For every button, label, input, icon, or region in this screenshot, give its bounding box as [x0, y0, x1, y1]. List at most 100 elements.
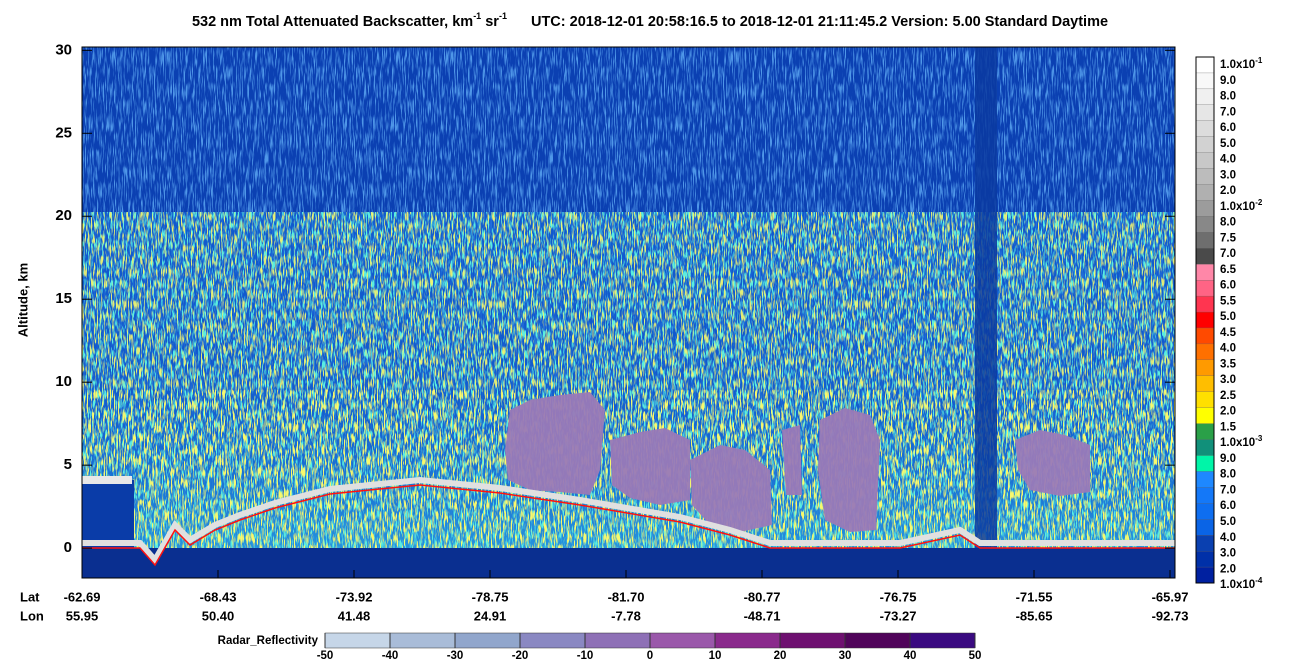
chart-subtitle: UTC: 2018-12-01 20:58:16.5 to 2018-12-01… — [531, 14, 1108, 30]
radar-colorbar-segment — [779, 632, 846, 649]
radar-colorbar-tick-label: -50 — [317, 650, 334, 662]
x-tick-label: -48.71 — [744, 608, 781, 623]
colorbar-segment — [1195, 104, 1215, 122]
x-tick-label: -76.75 — [880, 589, 917, 604]
x-row-name: Lon — [20, 608, 44, 623]
colorbar-label: 3.5 — [1220, 358, 1237, 370]
colorbar-segment — [1195, 471, 1215, 488]
radar-colorbar-segment — [389, 632, 456, 649]
colorbar-segment — [1195, 566, 1215, 584]
chart-title: 532 nm Total Attenuated Backscatter, km -… — [192, 11, 1108, 29]
radar-colorbar-segment — [584, 632, 651, 649]
colorbar-label: 1.5 — [1220, 421, 1237, 433]
colorbar-label: 8.0 — [1220, 91, 1236, 103]
radar-colorbar-segment — [454, 632, 521, 649]
plot-frame — [81, 46, 1176, 579]
x-tick-label: 41.48 — [338, 608, 371, 623]
colorbar-segment — [1195, 152, 1215, 170]
colorbar-frame — [1195, 56, 1215, 584]
title-part: 532 nm Total Attenuated Backscatter, km — [192, 14, 473, 30]
x-row-name: Lat — [20, 589, 40, 604]
colorbar-segment — [1195, 375, 1215, 393]
radar-colorbar-tick-label: -20 — [512, 650, 529, 662]
colorbar-label: 8.0 — [1220, 469, 1236, 481]
colorbar-label: 4.5 — [1220, 327, 1237, 339]
x-tick-label: -78.75 — [472, 589, 509, 604]
colorbar-segment — [1195, 519, 1215, 536]
x-tick-label: -92.73 — [1152, 608, 1189, 623]
colorbar-label: 3.0 — [1220, 169, 1236, 181]
colorbar-label: 7.0 — [1220, 248, 1236, 260]
radar-colorbar-tick-label: 0 — [647, 650, 653, 662]
radar-colorbar-tick-label: 30 — [839, 650, 852, 662]
colorbar-segment — [1195, 136, 1215, 154]
colorbar-segment — [1195, 535, 1215, 552]
colorbar-segment — [1195, 232, 1215, 249]
radar-colorbar-tick-label: 10 — [709, 650, 722, 662]
colorbar-label: 5.0 — [1220, 516, 1236, 528]
radar-colorbar-segment — [909, 632, 976, 649]
colorbar-label-base: 1.0x10 — [1220, 59, 1255, 71]
colorbar-segment — [1195, 487, 1215, 504]
radar-colorbar-segment — [714, 632, 781, 649]
colorbar-label: 4.0 — [1220, 154, 1236, 166]
colorbar-label: 6.5 — [1220, 264, 1237, 276]
colorbar-label: 9.0 — [1220, 75, 1236, 87]
colorbar-label: 3.0 — [1220, 548, 1236, 560]
y-tick-label: 20 — [55, 207, 72, 224]
radar-colorbar-tick-label: 50 — [969, 650, 982, 662]
colorbar-label: 1.0x10-4 — [1220, 576, 1263, 591]
colorbar-segment — [1195, 407, 1215, 425]
x-tick-label: 24.91 — [474, 608, 507, 623]
title-part: sr — [481, 14, 499, 30]
cloud — [505, 392, 1090, 532]
colorbar-segment — [1195, 550, 1215, 568]
radar-colorbar-segment — [844, 632, 911, 649]
title-superscript: -1 — [499, 11, 507, 21]
colorbar-segment — [1195, 503, 1215, 520]
colorbar-label: 1.0x10-1 — [1220, 56, 1263, 71]
colorbar-label: 2.5 — [1220, 390, 1237, 402]
colorbar-segment — [1195, 295, 1215, 313]
colorbar-label-exponent: -4 — [1255, 576, 1263, 585]
colorbar-segment — [1195, 264, 1215, 281]
colorbar-segment — [1195, 391, 1215, 409]
colorbar-segment — [1195, 280, 1215, 297]
colorbar-segment — [1195, 168, 1215, 185]
x-tick-label: 50.40 — [202, 608, 235, 623]
colorbar-segment — [1195, 200, 1215, 217]
radar-colorbar-tick-label: -40 — [382, 650, 399, 662]
y-tick-label: 25 — [55, 124, 72, 141]
colorbar-segment — [1195, 72, 1215, 90]
colorbar-label: 4.0 — [1220, 532, 1236, 544]
colorbar-segment — [1195, 327, 1215, 345]
colorbar-label: 2.0 — [1220, 185, 1236, 197]
colorbar-label: 7.0 — [1220, 484, 1236, 496]
y-tick-label: 0 — [64, 539, 72, 556]
colorbar-label-exponent: -2 — [1255, 197, 1263, 206]
x-tick-label: -65.97 — [1152, 589, 1189, 604]
colorbar-label: 3.0 — [1220, 374, 1236, 386]
colorbar-segment — [1195, 423, 1215, 440]
y-tick-label: 30 — [55, 41, 72, 58]
colorbar-segment — [1195, 120, 1215, 138]
colorbar-segment — [1195, 439, 1215, 456]
backscatter-image — [82, 47, 1175, 578]
colorbar-segment — [1195, 88, 1215, 106]
colorbar-label: 2.0 — [1220, 563, 1236, 575]
colorbar-segment — [1195, 56, 1215, 74]
colorbar-label: 2.0 — [1220, 406, 1236, 418]
y-tick-label: 15 — [55, 290, 72, 307]
y-tick-label: 5 — [64, 456, 72, 473]
x-tick-label: -7.78 — [611, 608, 641, 623]
colorbar-label: 4.0 — [1220, 343, 1236, 355]
x-tick-label: 55.95 — [66, 608, 99, 623]
x-tick-label: -73.92 — [336, 589, 373, 604]
radar-colorbar-segment — [519, 632, 586, 649]
colorbar-label: 6.0 — [1220, 500, 1236, 512]
x-tick-label: -71.55 — [1016, 589, 1053, 604]
colorbar-label: 7.0 — [1220, 106, 1236, 118]
colorbar-segment — [1195, 216, 1215, 233]
colorbar-segment — [1195, 311, 1215, 329]
